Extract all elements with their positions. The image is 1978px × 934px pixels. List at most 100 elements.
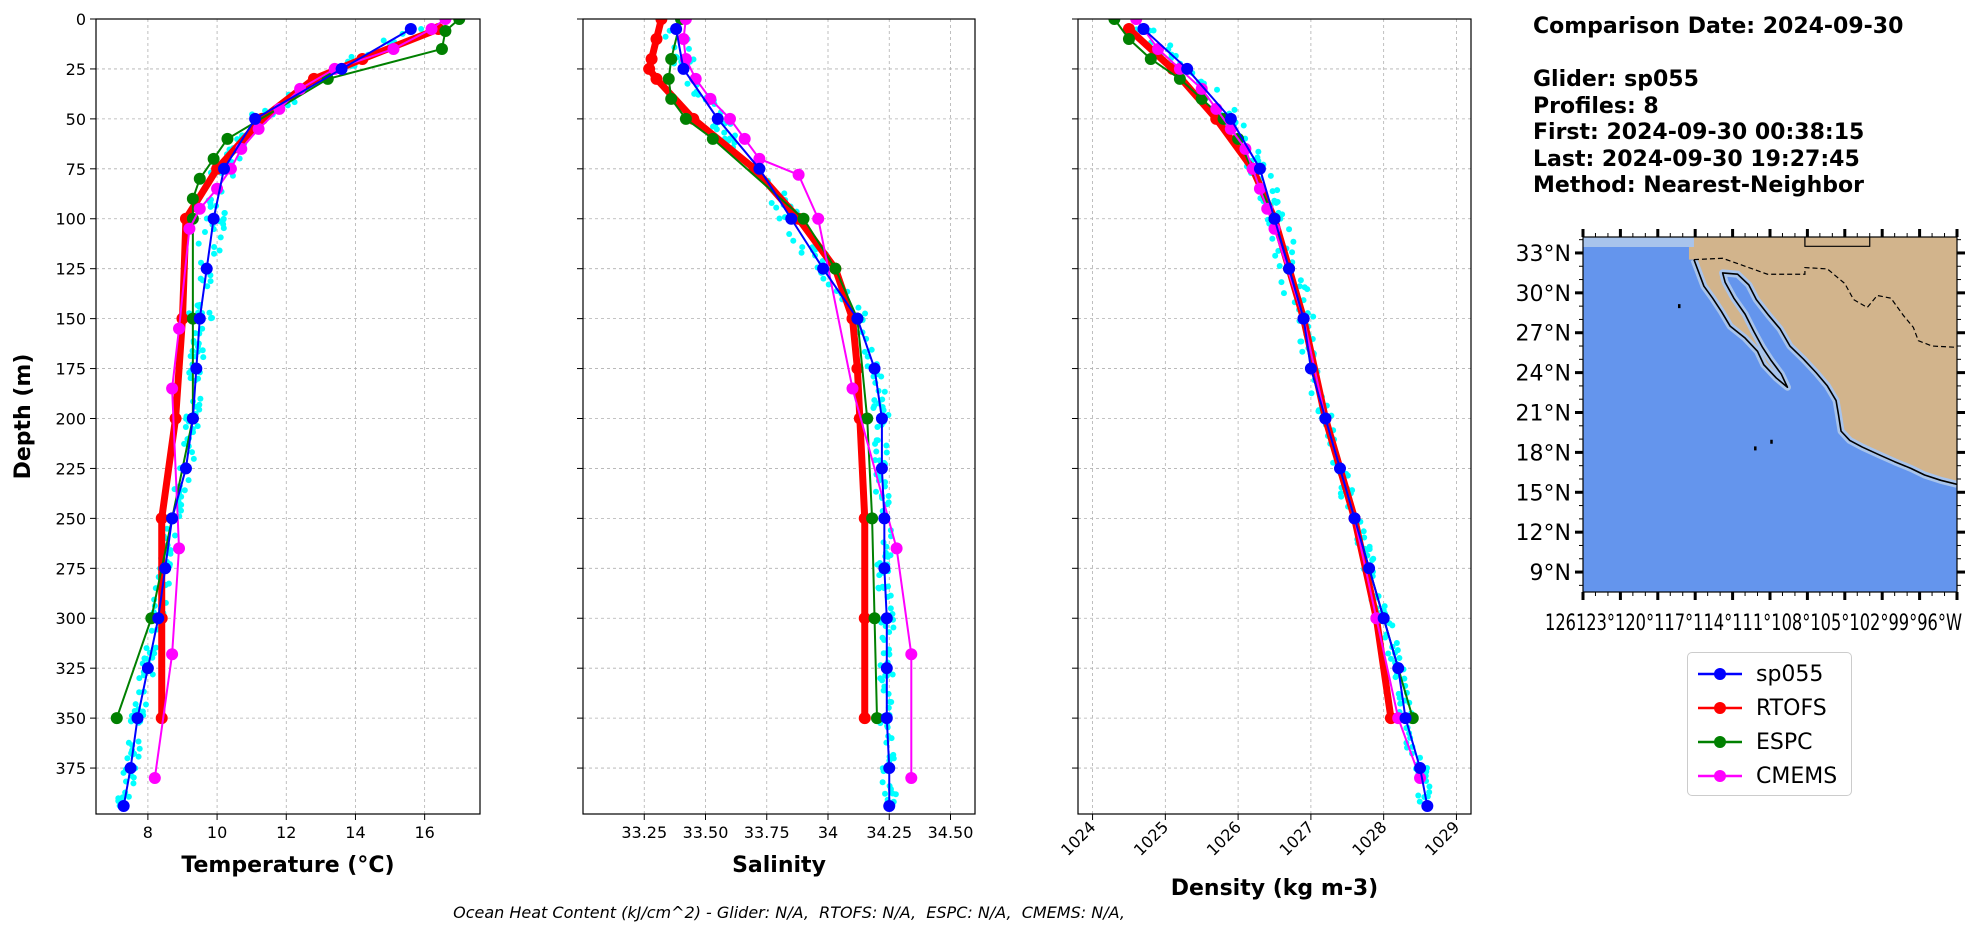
glider-point bbox=[1150, 27, 1157, 34]
glider-point bbox=[181, 487, 188, 494]
glider-point bbox=[885, 499, 892, 506]
data-point-cmems bbox=[1130, 19, 1143, 25]
y-tick-label: 25 bbox=[66, 60, 86, 79]
data-point-espc bbox=[679, 112, 692, 125]
glider-point bbox=[135, 753, 142, 760]
glider-point bbox=[1370, 555, 1377, 562]
glider-point bbox=[883, 449, 890, 456]
glider-point bbox=[1290, 238, 1297, 245]
glider-point bbox=[1426, 789, 1433, 796]
glider-name: Glider: sp055 bbox=[1533, 67, 1699, 92]
glider-point bbox=[881, 388, 888, 395]
glider-point bbox=[148, 627, 155, 634]
data-point-espc bbox=[435, 42, 448, 55]
data-point-rtofs bbox=[851, 362, 864, 375]
glider-point bbox=[871, 397, 878, 404]
lat-tick-label: 15°N bbox=[1516, 481, 1571, 506]
glider-point bbox=[1388, 655, 1395, 662]
glider-point bbox=[185, 477, 192, 484]
data-point-cmems bbox=[792, 168, 805, 181]
y-tick-label: 200 bbox=[55, 409, 86, 428]
island bbox=[1770, 439, 1773, 444]
glider-point bbox=[1286, 226, 1293, 233]
y-tick-label: 250 bbox=[55, 509, 86, 528]
data-point-cmems bbox=[193, 202, 206, 215]
data-point-sp055 bbox=[1283, 262, 1296, 275]
data-point-sp055 bbox=[1348, 512, 1361, 525]
x-tick-label: 1025 bbox=[1130, 817, 1172, 859]
y-tick-label: 300 bbox=[55, 609, 86, 628]
lon-tick-labels: 126123°120°117°114°111°108°105°102°99°96… bbox=[1545, 611, 1962, 636]
y-tick-label: 375 bbox=[55, 759, 86, 778]
glider-point bbox=[1271, 197, 1278, 204]
glider-point bbox=[178, 501, 185, 508]
data-point-sp055 bbox=[124, 762, 137, 775]
glider-point bbox=[879, 396, 886, 403]
glider-point bbox=[1255, 148, 1262, 155]
glider-point bbox=[211, 243, 218, 250]
data-point-sp055 bbox=[883, 762, 896, 775]
legend-swatch-espc bbox=[1698, 736, 1742, 748]
x-tick-label: 8 bbox=[143, 823, 153, 842]
location-map: 9°N 12°N 15°N 18°N 21°N 24°N 27°N 30°N 33°N 12612… bbox=[1516, 229, 1965, 636]
data-point-cmems bbox=[1253, 182, 1266, 195]
data-point-sp055 bbox=[249, 112, 262, 125]
glider-point bbox=[887, 605, 894, 612]
glider-point bbox=[1269, 188, 1276, 195]
data-point-espc bbox=[829, 262, 842, 275]
glider-point bbox=[236, 155, 243, 162]
plot-area bbox=[1108, 19, 1434, 813]
data-point-sp055 bbox=[131, 712, 144, 725]
glider-point bbox=[1240, 122, 1247, 129]
data-point-cmems bbox=[166, 648, 179, 661]
data-point-cmems bbox=[812, 212, 825, 225]
data-point-cmems bbox=[1210, 102, 1223, 115]
legend-marker bbox=[1714, 736, 1726, 748]
plot-area bbox=[643, 19, 918, 813]
glider-point bbox=[781, 190, 788, 197]
glider-point bbox=[871, 402, 878, 409]
x-tick-label: 12 bbox=[276, 823, 296, 842]
data-point-sp055 bbox=[1297, 312, 1310, 325]
series-line-rtofs bbox=[1126, 26, 1395, 719]
glider-point bbox=[380, 37, 387, 44]
glider-point bbox=[143, 645, 150, 652]
data-point-espc bbox=[1144, 52, 1157, 65]
glider-point bbox=[1366, 543, 1373, 550]
glider-point bbox=[136, 675, 143, 682]
data-point-sp055 bbox=[875, 412, 888, 425]
glider-point bbox=[216, 247, 223, 254]
x-tick-label: 34.50 bbox=[928, 823, 974, 842]
glider-point bbox=[1214, 86, 1221, 93]
method: Method: Nearest-Neighbor bbox=[1533, 173, 1864, 198]
grid bbox=[583, 18, 975, 814]
glider-point bbox=[662, 33, 669, 40]
glider-point bbox=[132, 701, 139, 708]
glider-point bbox=[882, 790, 889, 797]
data-point-cmems bbox=[1195, 82, 1208, 95]
data-point-sp055 bbox=[1224, 112, 1237, 125]
legend-item-espc: ESPC bbox=[1698, 725, 1841, 759]
data-point-cmems bbox=[1239, 142, 1252, 155]
glider-point bbox=[220, 221, 227, 228]
glider-point bbox=[206, 309, 213, 316]
data-point-rtofs bbox=[655, 19, 668, 25]
x-tick-label: 1026 bbox=[1203, 817, 1245, 859]
glider-point bbox=[876, 572, 883, 579]
country-border bbox=[1693, 257, 1957, 348]
data-point-espc bbox=[797, 212, 810, 225]
density-panel: 1024 1025 1026 1027 1028 1029 Density (kg m-3) bbox=[1057, 18, 1472, 901]
glider-point bbox=[1298, 338, 1305, 345]
data-point-cmems bbox=[387, 42, 400, 55]
axes-frame bbox=[582, 18, 976, 815]
y-tick-label: 325 bbox=[55, 659, 86, 678]
glider-point bbox=[1231, 106, 1238, 113]
y-tick-label: 350 bbox=[55, 709, 86, 728]
glider-point bbox=[124, 755, 131, 762]
glider-point bbox=[1301, 284, 1308, 291]
data-point-sp055 bbox=[1268, 212, 1281, 225]
glider-point bbox=[798, 249, 805, 256]
glider-point bbox=[890, 755, 897, 762]
glider-point bbox=[879, 634, 886, 641]
series-line-cmems bbox=[682, 19, 913, 779]
